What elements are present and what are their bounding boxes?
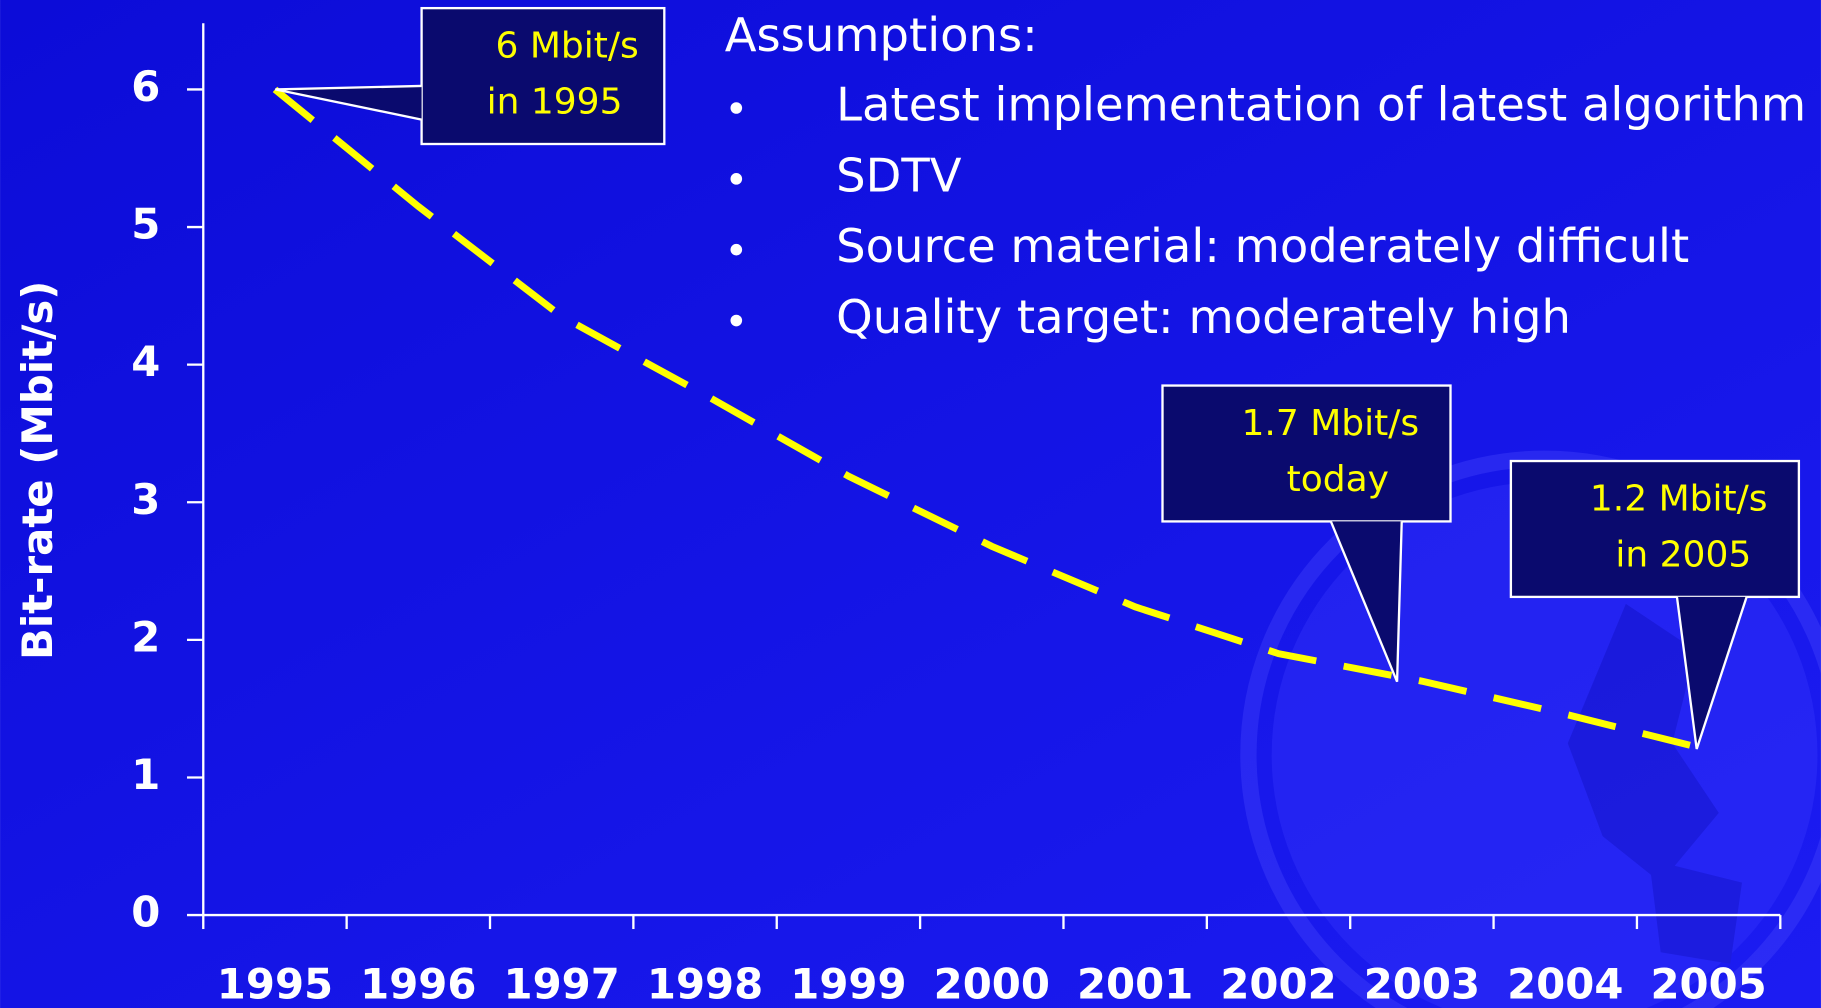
x-tick-label: 1999 bbox=[790, 960, 906, 1008]
assumption: SDTV bbox=[836, 148, 962, 202]
callout-pointer bbox=[1675, 596, 1748, 750]
assumption: Latest implementation of latest algorith… bbox=[836, 78, 1806, 132]
y-tick-label: 5 bbox=[131, 200, 160, 249]
x-tick-label: 2002 bbox=[1220, 960, 1336, 1008]
bullet bbox=[730, 102, 743, 114]
x-tick-label: 2000 bbox=[934, 960, 1050, 1008]
y-tick-label: 4 bbox=[131, 337, 160, 386]
x-tick-label: 1998 bbox=[647, 960, 763, 1008]
callout-text: in 2005 bbox=[1615, 534, 1751, 575]
bullet bbox=[730, 314, 743, 327]
callout-pointer bbox=[1329, 520, 1403, 683]
y-tick-label: 6 bbox=[131, 62, 160, 111]
callout: 1.7 Mbit/s today bbox=[1161, 384, 1452, 683]
callout-text: 1.2 Mbit/s bbox=[1590, 479, 1768, 520]
callout-box bbox=[1161, 384, 1452, 523]
assumptions-list: Latest implementation of latest algorith… bbox=[730, 78, 1806, 344]
callout-text: in 1995 bbox=[487, 81, 623, 122]
data-line bbox=[272, 86, 1710, 754]
callout-text: 1.7 Mbit/s bbox=[1242, 403, 1420, 444]
x-tick-label: 2003 bbox=[1364, 960, 1480, 1008]
assumption: Quality target: moderately high bbox=[836, 290, 1571, 344]
x-tick-label: 2004 bbox=[1507, 960, 1623, 1008]
x-tick-label: 1996 bbox=[360, 960, 476, 1008]
callout-box bbox=[1509, 459, 1801, 599]
y-axis-label: Bit-rate (Mbit/s) bbox=[13, 281, 62, 660]
bullet bbox=[730, 243, 743, 256]
y-tick-label: 0 bbox=[131, 888, 160, 937]
y-tick-label: 2 bbox=[131, 612, 160, 661]
x-tick-label: 2001 bbox=[1077, 960, 1193, 1008]
callout-text: 6 Mbit/s bbox=[495, 26, 638, 67]
callout-text: today bbox=[1287, 459, 1389, 500]
y-tick-label: 1 bbox=[131, 750, 160, 799]
bullet bbox=[730, 173, 743, 185]
x-tick-label: 1995 bbox=[217, 960, 333, 1008]
callout: 1.2 Mbit/s in 2005 bbox=[1509, 459, 1801, 750]
callout-pointer bbox=[275, 84, 422, 121]
callout: 6 Mbit/s in 1995 bbox=[275, 6, 666, 146]
y-tick-label: 3 bbox=[131, 475, 160, 524]
x-tick-label: 2005 bbox=[1650, 960, 1766, 1008]
callout-box bbox=[420, 6, 666, 146]
assumption: Source material: moderately difficult bbox=[836, 219, 1689, 273]
x-tick-label: 1997 bbox=[504, 960, 620, 1008]
assumptions-heading: Assumptions: bbox=[725, 8, 1038, 62]
